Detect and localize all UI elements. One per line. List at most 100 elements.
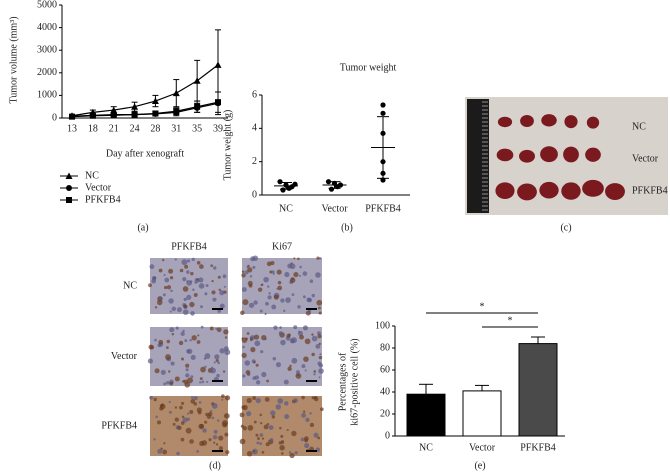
ihc-cell [313, 396, 319, 402]
y-tick-label: 100 [375, 320, 390, 331]
point [173, 108, 180, 115]
ihc-cell [183, 379, 189, 385]
ihc-cell [304, 438, 309, 443]
x-tick-label: 24 [130, 123, 140, 134]
ihc-cell [223, 285, 226, 288]
ihc-cell [212, 297, 217, 302]
ihc-cell [307, 309, 312, 314]
ihc-cell [319, 353, 322, 356]
ihc-cell [293, 257, 296, 260]
ihc-cell [315, 344, 321, 349]
ihc-cell [298, 330, 301, 334]
ihc-cell [244, 360, 251, 366]
ihc-cell [217, 275, 221, 279]
ihc-cell [205, 284, 209, 288]
ihc-cell [264, 312, 267, 315]
ihc-cell [224, 414, 227, 417]
tumor [496, 148, 514, 162]
ihc-cell [221, 398, 224, 401]
ihc-cell [222, 422, 228, 428]
ihc-cell [241, 352, 247, 359]
x-axis-label: Day after xenograft [106, 148, 185, 159]
ihc-cell [174, 417, 179, 422]
ihc-cell [249, 275, 253, 278]
ihc-cell [218, 446, 224, 451]
tumor [540, 146, 558, 163]
ihc-cell [298, 274, 302, 277]
ihc-cell [189, 301, 195, 308]
ihc-cell [148, 344, 154, 350]
bar [518, 343, 558, 437]
ihc-cell [246, 397, 252, 404]
ihc-cell [181, 401, 185, 405]
ihc-cell [311, 396, 315, 400]
y-tick-label: 6 [252, 89, 257, 100]
ihc-cell [196, 340, 201, 344]
ihc-cell [171, 333, 175, 336]
ihc-cell [218, 435, 224, 441]
ihc-cell [293, 271, 299, 278]
ihc-cell [302, 271, 308, 276]
ihc-cell [277, 285, 283, 291]
ihc-cell [190, 375, 194, 379]
ihc-cell [204, 365, 207, 368]
bar [462, 390, 502, 437]
ihc-cell [259, 422, 263, 425]
ihc-cell [166, 346, 169, 350]
ihc-cell [313, 370, 317, 373]
ihc-cell [196, 261, 201, 265]
y-tick-label: 2000 [37, 67, 57, 78]
ihc-cell [291, 430, 297, 437]
ihc-cell [304, 442, 310, 449]
point [131, 103, 139, 110]
x-tick-label: 21 [109, 123, 119, 134]
ihc-cell [299, 265, 302, 269]
point [215, 99, 221, 106]
ihc-cell [199, 440, 205, 447]
photo-label: PFKFB4 [632, 185, 668, 196]
ihc-cell [277, 398, 284, 404]
ihc-cell [194, 281, 197, 284]
ihc-cell [241, 405, 246, 410]
y-tick-label: 40 [380, 386, 390, 397]
ihc-cell [182, 277, 187, 282]
ihc-cell [303, 295, 306, 299]
ihc-cell [288, 451, 292, 454]
ihc-cell [182, 309, 189, 315]
point [151, 97, 159, 105]
tumor [582, 179, 604, 197]
ihc-cell [275, 404, 282, 410]
ihc-cell [266, 261, 272, 267]
ihc-cell [257, 287, 263, 292]
photo-label: Vector [632, 153, 659, 164]
y-tick-label: 4000 [37, 22, 57, 33]
y-tick-label: 0 [252, 189, 257, 200]
tumor [517, 183, 537, 201]
y-tick-label: 5000 [37, 0, 57, 10]
ihc-cell [283, 379, 289, 385]
ihc-cell [239, 438, 246, 445]
tumor [539, 181, 559, 199]
ihc-cell [261, 334, 267, 341]
ihc-cell [160, 369, 166, 375]
ihc-cell [296, 370, 300, 375]
ihc-cell [204, 353, 211, 359]
y-tick-label: 0 [385, 430, 390, 441]
ihc-cell [280, 298, 285, 303]
ihc-cell [209, 326, 214, 331]
ihc-cell [313, 373, 316, 376]
ihc-cell [210, 367, 216, 374]
tumor [561, 182, 581, 200]
ihc-cell [174, 258, 177, 261]
ihc-cell [190, 354, 196, 360]
ihc-cell [252, 265, 256, 269]
ihc-cell [249, 338, 253, 342]
ihc-cell [301, 412, 306, 418]
ihc-cell [154, 306, 158, 309]
ihc-cell [311, 335, 318, 342]
ihc-cell [158, 268, 163, 273]
ihc-cell [302, 410, 306, 413]
x-tick-label: NC [419, 442, 433, 453]
ihc-cell [163, 285, 168, 290]
ihc-cell [279, 426, 282, 430]
